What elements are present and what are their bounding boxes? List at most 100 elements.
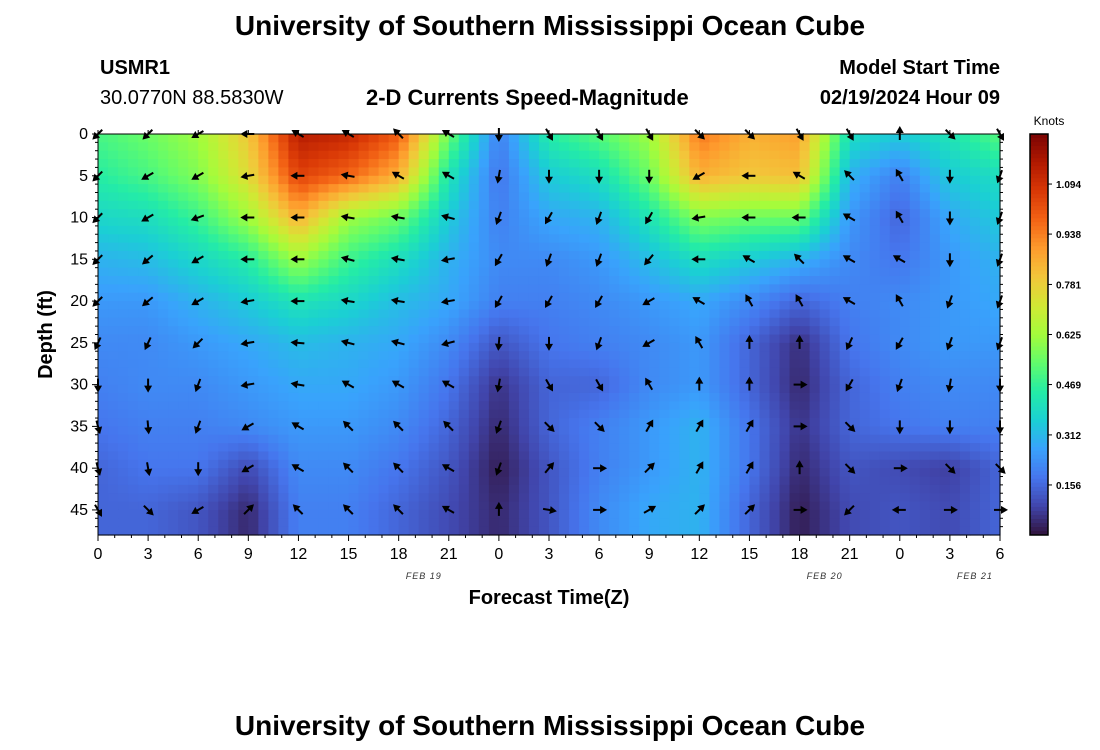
heatmap-cell — [118, 192, 129, 202]
heatmap-cell — [779, 192, 791, 202]
heatmap-cell — [448, 468, 460, 478]
heatmap-cell — [829, 434, 841, 444]
heatmap-cell — [308, 242, 320, 252]
heatmap-cell — [438, 200, 450, 210]
heatmap-cell — [418, 167, 430, 177]
heatmap-cell — [218, 342, 229, 352]
heatmap-cell — [108, 267, 119, 277]
heatmap-cell — [919, 351, 931, 361]
heatmap-cell — [969, 376, 981, 386]
heatmap-cell — [168, 518, 179, 528]
arrow-head — [595, 176, 604, 184]
current-arrow — [494, 169, 503, 184]
heatmap-cell — [599, 518, 610, 528]
heatmap-cell — [909, 476, 921, 486]
heatmap-cell — [979, 359, 991, 369]
heatmap-cell — [719, 367, 730, 377]
heatmap-cell — [609, 476, 620, 486]
heatmap-cell — [388, 242, 400, 252]
heatmap-cell — [148, 401, 159, 411]
heatmap-cell — [769, 175, 781, 185]
heatmap-cell — [128, 367, 139, 377]
heatmap-cell — [468, 409, 480, 419]
heatmap-cell — [809, 401, 821, 411]
heatmap-cell — [859, 200, 871, 210]
heatmap-cell — [929, 342, 941, 352]
heatmap-cell — [719, 200, 730, 210]
heatmap-cell — [929, 225, 941, 235]
heatmap-cell — [248, 301, 259, 311]
heatmap-cell — [498, 376, 510, 386]
heatmap-cell — [118, 292, 129, 302]
heatmap-cell — [368, 501, 380, 511]
heatmap-cell — [188, 134, 199, 143]
heatmap-cell — [569, 501, 580, 511]
heatmap-cell — [238, 426, 249, 436]
heatmap-cell — [168, 192, 179, 202]
heatmap-cell — [378, 184, 390, 194]
heatmap-cell — [769, 217, 781, 227]
heatmap-cell — [979, 509, 991, 519]
heatmap-cell — [729, 476, 741, 486]
heatmap-cell — [839, 301, 851, 311]
current-arrow — [290, 171, 305, 180]
heatmap-cell — [979, 159, 991, 169]
current-arrow — [545, 378, 553, 392]
heatmap-cell — [488, 142, 500, 152]
heatmap-cell — [799, 509, 811, 519]
heatmap-cell — [528, 134, 540, 143]
heatmap-cell — [378, 259, 390, 269]
heatmap-cell — [368, 418, 380, 427]
heatmap-cell — [208, 167, 219, 177]
heatmap-cell — [739, 518, 751, 528]
heatmap-cell — [398, 225, 410, 235]
heatmap-cell — [979, 259, 991, 269]
heatmap-cell — [919, 434, 931, 444]
heatmap-cell — [538, 192, 550, 202]
arrow-head — [494, 258, 502, 267]
heatmap-cell — [458, 276, 470, 285]
heatmap-cell — [508, 526, 520, 536]
heatmap-cell — [168, 184, 179, 194]
heatmap-cell — [348, 434, 360, 444]
heatmap-cell — [909, 418, 921, 427]
heatmap-cell — [478, 334, 490, 344]
heatmap-cell — [729, 301, 741, 311]
heatmap-cell — [408, 242, 420, 252]
heatmap-cell — [829, 184, 841, 194]
heatmap-cell — [368, 426, 380, 436]
heatmap-cell — [979, 301, 991, 311]
heatmap-cell — [258, 150, 269, 160]
heatmap-cell — [178, 209, 189, 219]
heatmap-cell — [819, 334, 831, 344]
heatmap-cell — [468, 150, 480, 160]
heatmap-cell — [208, 301, 219, 311]
heatmap-cell — [248, 334, 259, 344]
heatmap-cell — [559, 367, 570, 377]
heatmap-cell — [258, 134, 269, 143]
heatmap-cell — [278, 175, 290, 185]
current-arrow — [795, 334, 804, 349]
heatmap-cell — [609, 334, 620, 344]
heatmap-cell — [599, 326, 610, 336]
heatmap-cell — [428, 284, 440, 294]
heatmap-cell — [188, 501, 199, 511]
heatmap-cell — [869, 418, 881, 427]
heatmap-cell — [989, 468, 1001, 478]
heatmap-cell — [98, 167, 109, 177]
heatmap-cell — [448, 259, 460, 269]
heatmap-cell — [969, 167, 981, 177]
heatmap-cell — [428, 426, 440, 436]
heatmap-cell — [478, 209, 490, 219]
heatmap-cell — [569, 351, 580, 361]
heatmap-cell — [148, 392, 159, 402]
heatmap-cell — [98, 134, 109, 143]
heatmap-cell — [659, 309, 670, 319]
heatmap-cell — [989, 334, 1001, 344]
heatmap-cell — [839, 518, 851, 528]
heatmap-cell — [178, 259, 189, 269]
heatmap-cell — [829, 509, 841, 519]
heatmap-cell — [358, 426, 370, 436]
current-arrow — [240, 339, 255, 348]
heatmap-cell — [148, 292, 159, 302]
